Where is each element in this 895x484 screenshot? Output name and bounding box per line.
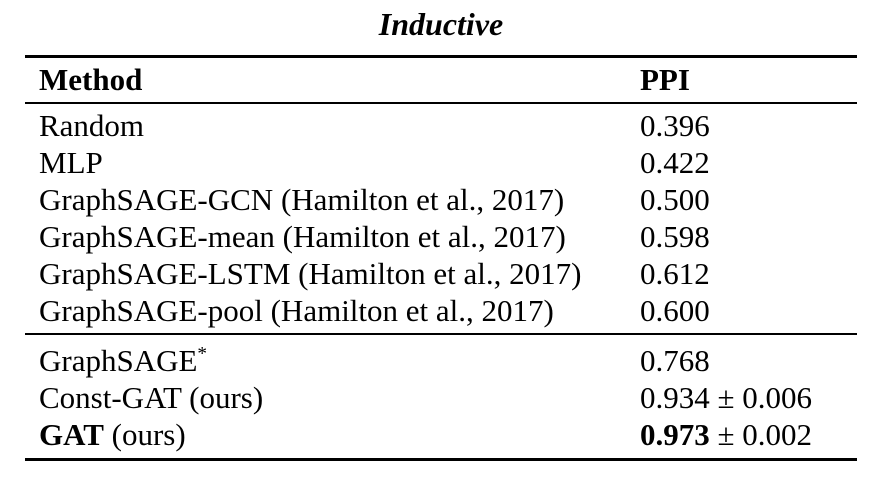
table-row: MLP 0.422 (25, 144, 857, 181)
text-part: GraphSAGE-GCN (Hamilton et al., 2017) (39, 182, 565, 217)
text-part: 0.396 (640, 108, 710, 143)
text-part: 0.500 (640, 182, 710, 217)
text-part: 0.934 ± 0.006 (640, 380, 813, 415)
table-row: GraphSAGE* 0.768 (25, 342, 857, 379)
ppi-value-cell: 0.612 (640, 255, 857, 292)
results-table: Method PPI Random 0.396 MLP 0.422 GraphSAGE-… (25, 55, 857, 461)
text-part: GraphSAGE-pool (Hamilton et al., 2017) (39, 293, 554, 328)
ppi-value-cell: 0.422 (640, 144, 857, 181)
text-part: 0.600 (640, 293, 710, 328)
column-header-ppi: PPI (640, 62, 690, 97)
table-row: GAT (ours) 0.973 ± 0.002 (25, 416, 857, 453)
text-part: 0.422 (640, 145, 710, 180)
ppi-value-cell: 0.396 (640, 107, 857, 144)
method-cell: Random (25, 107, 640, 144)
table-title: Inductive (378, 6, 504, 42)
ppi-value-cell: 0.768 (640, 342, 857, 379)
table-section-ours: GraphSAGE* 0.768 Const-GAT (ours) 0.934 ± 0… (25, 335, 857, 458)
text-part: 0.768 (640, 343, 710, 378)
method-cell: GraphSAGE-LSTM (Hamilton et al., 2017) (25, 255, 640, 292)
text-part: GraphSAGE-mean (Hamilton et al., 2017) (39, 219, 566, 254)
table-row: Random 0.396 (25, 107, 857, 144)
method-cell: GraphSAGE* (25, 342, 640, 379)
ppi-value-cell: 0.973 ± 0.002 (640, 416, 857, 453)
text-part: GAT (39, 417, 104, 452)
text-part: 0.612 (640, 256, 710, 291)
method-cell: GraphSAGE-GCN (Hamilton et al., 2017) (25, 181, 640, 218)
text-part: Random (39, 108, 145, 143)
ppi-value-cell: 0.598 (640, 218, 857, 255)
text-part: GraphSAGE (39, 343, 198, 378)
table-row: GraphSAGE-LSTM (Hamilton et al., 2017) 0.… (25, 255, 857, 292)
text-part: Const-GAT (ours) (39, 380, 264, 415)
method-cell: GAT (ours) (25, 416, 640, 453)
table-row: GraphSAGE-GCN (Hamilton et al., 2017) 0.5… (25, 181, 857, 218)
superscript-marker: * (197, 343, 208, 365)
method-cell: Const-GAT (ours) (25, 379, 640, 416)
method-cell: GraphSAGE-mean (Hamilton et al., 2017) (25, 218, 640, 255)
table-row: GraphSAGE-mean (Hamilton et al., 2017) 0.… (25, 218, 857, 255)
text-part: ± 0.002 (709, 417, 813, 452)
table-row: GraphSAGE-pool (Hamilton et al., 2017) 0.… (25, 292, 857, 329)
column-header-method: Method (39, 62, 143, 97)
method-cell: GraphSAGE-pool (Hamilton et al., 2017) (25, 292, 640, 329)
text-part: 0.598 (640, 219, 710, 254)
ppi-value-cell: 0.600 (640, 292, 857, 329)
table-header-row: Method PPI (25, 58, 857, 104)
table-row: Const-GAT (ours) 0.934 ± 0.006 (25, 379, 857, 416)
text-part: GraphSAGE-LSTM (Hamilton et al., 2017) (39, 256, 582, 291)
text-part: (ours) (103, 417, 186, 452)
table-section-baselines: Random 0.396 MLP 0.422 GraphSAGE-GCN (Hamilt… (25, 104, 857, 335)
text-part: 0.973 (640, 417, 710, 452)
method-cell: MLP (25, 144, 640, 181)
ppi-value-cell: 0.500 (640, 181, 857, 218)
text-part: MLP (39, 145, 103, 180)
ppi-value-cell: 0.934 ± 0.006 (640, 379, 857, 416)
